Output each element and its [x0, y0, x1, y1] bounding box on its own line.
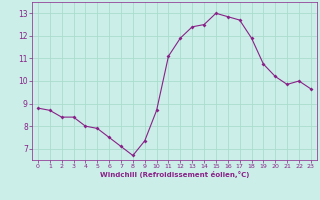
X-axis label: Windchill (Refroidissement éolien,°C): Windchill (Refroidissement éolien,°C) [100, 171, 249, 178]
